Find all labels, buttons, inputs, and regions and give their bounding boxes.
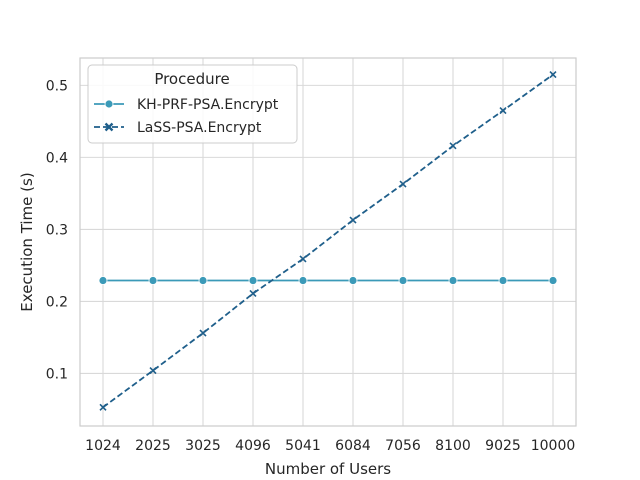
legend-label-lass-psa: LaSS-PSA.Encrypt — [137, 120, 262, 136]
x-tick-label: 4096 — [235, 438, 271, 454]
data-point-kh-prf-psa — [248, 276, 258, 285]
legend-marker-kh-prf-psa — [104, 99, 114, 109]
data-point-kh-prf-psa — [448, 276, 458, 285]
data-point-lass-psa — [149, 366, 157, 375]
y-axis-label: Execution Time (s) — [18, 172, 36, 311]
data-point-lass-psa — [449, 142, 457, 150]
x-tick-label: 10000 — [531, 438, 576, 454]
data-point-lass-psa — [499, 107, 507, 115]
data-point-lass-psa — [299, 255, 307, 263]
data-point-kh-prf-psa — [498, 276, 508, 285]
data-point-lass-psa — [399, 180, 407, 188]
y-tick-label: 0.1 — [46, 366, 68, 382]
legend-box — [87, 64, 298, 144]
x-axis-label: Number of Users — [265, 460, 391, 478]
data-point-kh-prf-psa — [548, 276, 558, 285]
data-point-kh-prf-psa — [398, 276, 408, 285]
series-kh-prf-psa — [98, 276, 558, 285]
x-tick-label: 6084 — [335, 438, 371, 454]
y-tick-label: 0.4 — [46, 150, 68, 166]
data-point-kh-prf-psa — [298, 276, 308, 285]
x-tick-label: 7056 — [385, 438, 421, 454]
data-point-kh-prf-psa — [348, 276, 358, 285]
plot-frame — [79, 57, 577, 427]
legend-marker-lass-psa — [104, 122, 114, 132]
legend: Procedure KH-PRF-PSA.Encrypt LaSS-PSA.En… — [87, 64, 298, 144]
series-layer — [98, 70, 558, 411]
data-point-lass-psa — [249, 289, 257, 298]
y-tick-label: 0.2 — [46, 294, 68, 310]
x-tick-label: 9025 — [485, 438, 521, 454]
data-point-lass-psa — [349, 216, 357, 224]
data-point-lass-psa — [199, 329, 207, 337]
y-tick-label: 0.3 — [46, 222, 68, 238]
legend-title: Procedure — [154, 70, 229, 88]
legend-entry-lass-psa: LaSS-PSA.Encrypt — [94, 120, 262, 136]
legend-entry-kh-prf-psa: KH-PRF-PSA.Encrypt — [94, 97, 279, 113]
x-axis-ticks: 1024 2025 3025 4096 5041 6084 7056 8100 9025 1000… — [85, 438, 575, 454]
y-tick-label: 0.5 — [46, 78, 68, 94]
x-tick-label: 5041 — [285, 438, 321, 454]
series-lass-psa — [99, 70, 557, 411]
x-tick-label: 3025 — [185, 438, 221, 454]
legend-label-kh-prf-psa: KH-PRF-PSA.Encrypt — [137, 97, 279, 113]
data-point-kh-prf-psa — [98, 276, 108, 285]
y-axis-ticks: 0.1 0.2 0.3 0.4 0.5 — [46, 78, 68, 382]
series-line-lass-psa — [102, 73, 554, 409]
data-point-kh-prf-psa — [198, 276, 208, 285]
x-tick-label: 1024 — [85, 438, 121, 454]
data-point-kh-prf-psa — [148, 276, 158, 285]
data-point-lass-psa — [99, 403, 107, 411]
x-tick-label: 8100 — [435, 438, 471, 454]
data-point-lass-psa — [549, 70, 557, 79]
x-tick-label: 2025 — [135, 438, 171, 454]
